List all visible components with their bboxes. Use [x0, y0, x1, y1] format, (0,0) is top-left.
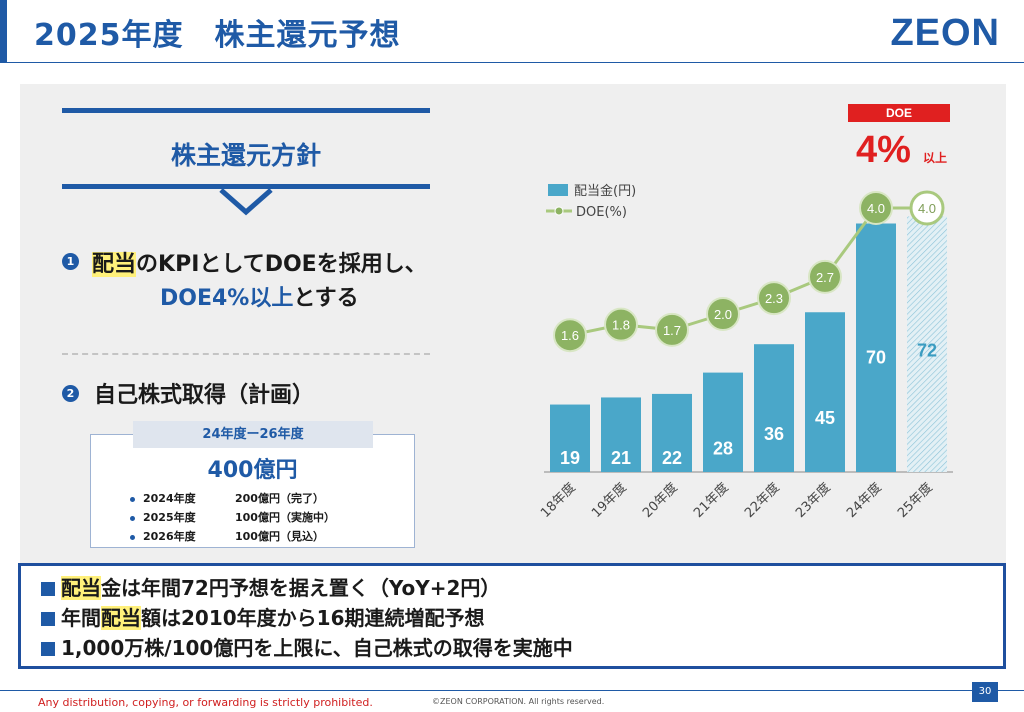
- doe-badge-label: DOE: [886, 106, 912, 120]
- summary-box: 配当金は年間72円予想を据え置く（YoY+2円） 年間配当額は2010年度から1…: [18, 563, 1006, 669]
- category-label: 20年度: [639, 480, 680, 521]
- policy-rule-bottom: [62, 184, 430, 189]
- doe-target: DOE4%以上: [160, 286, 294, 311]
- page-number: 30: [972, 682, 998, 702]
- doe-callout-suffix: 以上: [923, 150, 947, 165]
- policy-item-1-line2: DOE4%以上とする: [160, 280, 359, 312]
- doe-marker: [553, 318, 587, 353]
- legend-bar-label: 配当金(円): [574, 183, 636, 199]
- footer-notice: Any distribution, copying, or forwarding…: [38, 696, 373, 709]
- footer-copyright: ©ZEON CORPORATION. All rights reserved.: [432, 697, 605, 706]
- item-number-1: 1: [62, 253, 79, 270]
- doe-marker: [706, 297, 740, 331]
- company-logo: ZEON: [890, 12, 1000, 54]
- doe-marker-label: 4.0: [918, 201, 936, 216]
- buyback-row: 2025年度 100億円（実施中）: [130, 509, 335, 525]
- buyback-total: 400億円: [207, 458, 298, 483]
- highlight-dividend: 配当: [92, 252, 137, 277]
- policy-item-1-line1: 配当のKPIとしてDOEを採用し、: [92, 246, 427, 278]
- doe-callout-value: 4%: [856, 129, 911, 171]
- summary-item-1: 配当金は年間72円予想を据え置く（YoY+2円）: [41, 572, 500, 601]
- legend-bar-swatch: [548, 184, 568, 196]
- dividend-bar: [601, 397, 641, 472]
- policy-item-2: 自己株式取得（計画）: [94, 383, 315, 408]
- doe-marker: [859, 191, 893, 225]
- chevron-down-icon: [219, 188, 273, 216]
- summary-item-2: 年間配当額は2010年度から16期連続増配予想: [41, 602, 485, 631]
- dividend-bar-label: 28: [713, 438, 733, 458]
- header-accent-bar: [0, 0, 7, 62]
- doe-marker-label: 2.7: [816, 270, 834, 285]
- dividend-bar-label: 45: [815, 408, 835, 428]
- dividend-bar-label: 72: [917, 340, 937, 360]
- dividend-bar: [550, 404, 590, 472]
- dividend-bar-label: 36: [764, 424, 784, 444]
- dividend-doe-chart: DOE 4% 以上 配当金(円) DOE(%) 19 18年度 21 19年度 22 20…: [537, 104, 953, 521]
- bullet-icon: [130, 515, 135, 521]
- doe-marker: [808, 259, 842, 294]
- dividend-bar-label: 19: [560, 448, 580, 468]
- category-label: 18年度: [537, 480, 578, 521]
- doe-marker-label: 1.6: [561, 328, 579, 343]
- policy-rule-top: [62, 108, 430, 113]
- dividend-bar: [805, 312, 845, 472]
- buyback-box: [90, 434, 415, 548]
- highlight-dividend: 配当: [61, 576, 101, 600]
- page-title: 2025年度 株主還元予想: [34, 18, 401, 53]
- doe-marker-label: 1.8: [612, 318, 630, 333]
- item-number-2: 2: [62, 385, 79, 402]
- doe-marker-label: 2.3: [765, 291, 783, 306]
- dividend-bar-label: 22: [662, 448, 682, 468]
- forecast-bar: [907, 216, 947, 472]
- doe-marker: [604, 307, 638, 342]
- category-label: 22年度: [741, 480, 782, 521]
- doe-marker: [655, 312, 689, 347]
- doe-marker: [757, 281, 791, 316]
- dividend-bar: [703, 372, 743, 472]
- square-bullet-icon: [41, 612, 55, 626]
- doe-badge: [848, 104, 950, 122]
- bullet-icon: [130, 496, 135, 502]
- category-label: 23年度: [792, 480, 833, 521]
- highlight-dividend: 配当: [101, 606, 141, 630]
- category-label: 21年度: [690, 480, 731, 521]
- square-bullet-icon: [41, 642, 55, 656]
- square-bullet-icon: [41, 582, 55, 596]
- header-divider: [0, 62, 1024, 63]
- buyback-row: 2024年度 200億円（完了）: [130, 490, 324, 506]
- summary-item-3: 1,000万株/100億円を上限に、自己株式の取得を実施中: [41, 632, 573, 661]
- footer-divider: [0, 690, 1024, 691]
- buyback-row: 2026年度 100億円（見込）: [130, 528, 324, 544]
- dividend-bar: [652, 393, 692, 472]
- policy-item-1-text: のKPIとしてDOEを採用し、: [136, 252, 427, 277]
- legend-line-marker: [554, 206, 564, 216]
- dividend-bar: [754, 344, 794, 472]
- legend-line-label: DOE(%): [576, 205, 627, 220]
- dividend-bar-label: 21: [611, 448, 631, 468]
- category-label: 25年度: [894, 480, 935, 521]
- dividend-bar: [856, 223, 896, 472]
- category-label: 24年度: [843, 480, 884, 521]
- buyback-period: 24年度ー26年度: [133, 421, 373, 448]
- doe-marker-label: 2.0: [714, 307, 732, 322]
- bullet-icon: [130, 534, 135, 540]
- policy-heading: 株主還元方針: [170, 141, 321, 170]
- doe-marker-label: 1.7: [663, 323, 681, 338]
- doe-marker: [909, 190, 945, 226]
- doe-marker-label: 4.0: [867, 201, 885, 216]
- dividend-bar-label: 70: [866, 348, 886, 368]
- category-label: 19年度: [588, 480, 629, 521]
- policy-item-1-suffix: とする: [293, 286, 359, 311]
- dashed-separator: [62, 353, 430, 355]
